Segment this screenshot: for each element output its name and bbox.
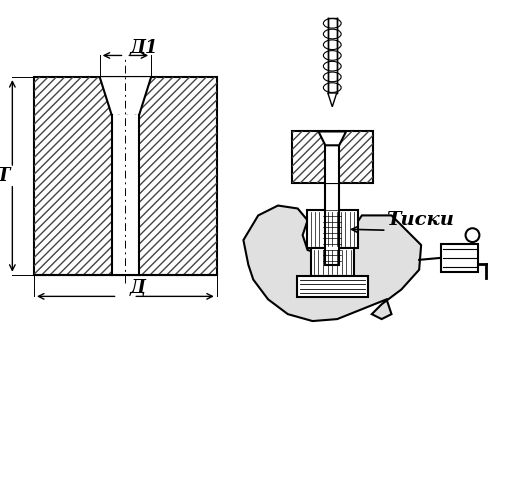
- Ellipse shape: [323, 18, 341, 28]
- Bar: [325, 183, 338, 265]
- Text: Т: Т: [0, 167, 10, 185]
- Ellipse shape: [323, 50, 341, 60]
- Bar: [296, 276, 367, 297]
- Bar: [310, 248, 353, 276]
- Ellipse shape: [323, 61, 341, 71]
- Bar: [34, 77, 216, 275]
- Bar: [111, 115, 139, 275]
- Polygon shape: [100, 77, 151, 115]
- Polygon shape: [318, 132, 346, 146]
- Ellipse shape: [323, 72, 341, 82]
- Bar: [440, 244, 477, 272]
- Ellipse shape: [323, 40, 341, 50]
- Bar: [291, 132, 372, 183]
- Bar: [325, 132, 338, 183]
- Bar: [291, 132, 372, 183]
- Text: Д: Д: [129, 279, 145, 297]
- Bar: [34, 77, 216, 275]
- Bar: [306, 210, 357, 248]
- Ellipse shape: [323, 83, 341, 93]
- Ellipse shape: [323, 29, 341, 39]
- Text: Тиски: Тиски: [386, 211, 454, 229]
- Polygon shape: [243, 205, 420, 321]
- Circle shape: [465, 228, 478, 242]
- Text: Д1: Д1: [129, 40, 158, 57]
- Polygon shape: [327, 93, 336, 107]
